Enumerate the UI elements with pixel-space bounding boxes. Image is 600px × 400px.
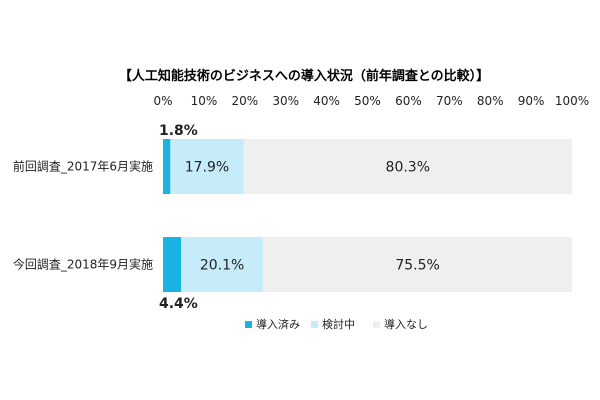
legend-swatch bbox=[245, 321, 252, 328]
category-label: 前回調査_2017年6月実施 bbox=[13, 159, 153, 174]
bars bbox=[163, 139, 572, 292]
legend-swatch bbox=[311, 321, 318, 328]
data-label: 1.8% bbox=[159, 123, 198, 139]
x-tick-label: 70% bbox=[436, 94, 463, 108]
x-tick-label: 90% bbox=[518, 94, 545, 108]
bar-segment bbox=[170, 139, 244, 194]
x-tick-label: 80% bbox=[477, 94, 504, 108]
x-tick-label: 100% bbox=[555, 94, 589, 108]
x-tick-label: 0% bbox=[153, 94, 172, 108]
x-tick-label: 40% bbox=[313, 94, 340, 108]
category-label: 今回調査_2018年9月実施 bbox=[13, 257, 153, 272]
bar-segment bbox=[163, 139, 171, 194]
data-labels: 1.8% 17.9% 80.3% 4.4% 20.1% 75.5% bbox=[159, 123, 440, 312]
bar-segment bbox=[243, 139, 572, 194]
bar-segment bbox=[163, 237, 181, 292]
legend-label: 導入済み bbox=[256, 317, 300, 331]
x-tick-label: 20% bbox=[231, 94, 258, 108]
x-axis-ticks: 0% 10% 20% 30% 40% 50% 60% 70% 80% 90% 100% bbox=[153, 94, 589, 108]
data-label: 20.1% bbox=[200, 258, 244, 274]
data-label: 80.3% bbox=[386, 160, 430, 176]
data-label: 4.4% bbox=[159, 296, 198, 312]
legend-label: 導入なし bbox=[384, 317, 428, 331]
x-tick-label: 60% bbox=[395, 94, 422, 108]
bar-segment bbox=[180, 237, 264, 292]
x-tick-label: 50% bbox=[354, 94, 381, 108]
chart-title: 【人工知能技術のビジネスへの導入状況（前年調査との比較）】 bbox=[119, 68, 489, 84]
legend-swatch bbox=[373, 321, 380, 328]
bar-segment bbox=[263, 237, 572, 292]
x-tick-label: 30% bbox=[272, 94, 299, 108]
x-tick-label: 10% bbox=[191, 94, 218, 108]
legend-label: 検討中 bbox=[322, 317, 355, 331]
data-label: 75.5% bbox=[395, 258, 439, 274]
legend: 導入済み 検討中 導入なし bbox=[245, 317, 428, 331]
data-label: 17.9% bbox=[185, 160, 229, 176]
